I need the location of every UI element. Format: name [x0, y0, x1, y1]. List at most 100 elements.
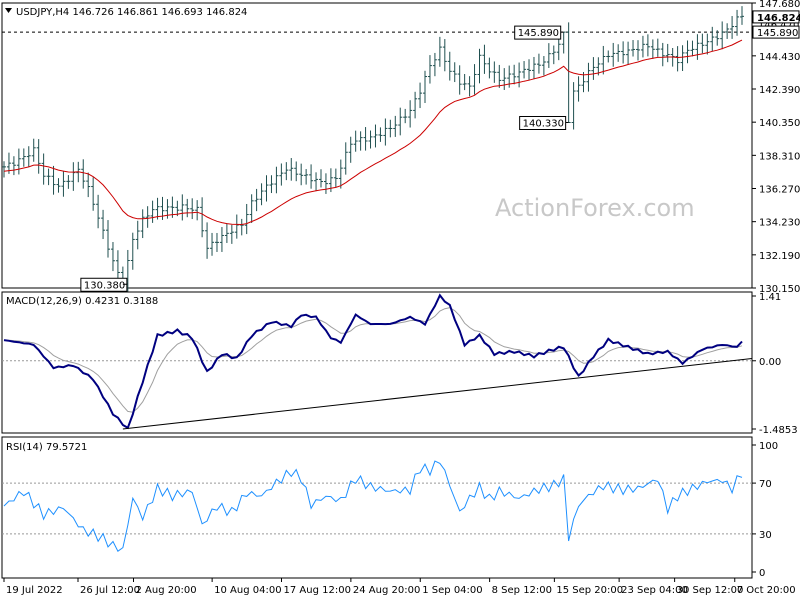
- price-bar: [304, 169, 309, 185]
- price-bar: [586, 62, 591, 92]
- rsi-header: RSI(14) 79.5721: [6, 442, 87, 453]
- price-bar: [294, 161, 299, 182]
- x-tick-label: 26 Jul 12:00: [80, 585, 140, 596]
- price-title: USDJPY,H4 146.726 146.861 146.693 146.82…: [5, 7, 247, 18]
- price-bar: [680, 45, 685, 72]
- price-bar: [101, 209, 106, 240]
- price-bar: [11, 156, 16, 176]
- price-bar: [546, 43, 551, 68]
- price-bar: [200, 197, 205, 238]
- price-bar: [373, 124, 378, 148]
- price-bar: [185, 198, 190, 218]
- price-bar: [611, 42, 616, 67]
- price-bar: [512, 64, 517, 85]
- price-bar: [442, 39, 447, 72]
- price-bar: [427, 55, 432, 84]
- price-bar: [284, 162, 289, 181]
- price-bar: [710, 26, 715, 52]
- price-bar: [224, 223, 229, 243]
- price-bar: [527, 59, 532, 81]
- price-tick-label: 142.390: [759, 85, 800, 96]
- price-tick-label: 132.190: [759, 251, 800, 262]
- price-bar: [96, 194, 101, 229]
- price-bar: [561, 31, 566, 54]
- price-bar: [477, 48, 482, 84]
- price-bar: [318, 169, 323, 188]
- rsi-tick-label: 100: [759, 441, 778, 452]
- price-bar: [457, 65, 462, 95]
- price-tag-level: 145.890: [752, 25, 800, 39]
- x-tick-label: 2 Aug 20:00: [136, 585, 197, 596]
- price-bar: [665, 43, 670, 63]
- price-bar: [467, 76, 472, 97]
- price-bar: [596, 57, 601, 76]
- x-tick-label: 23 Sep 04:00: [621, 585, 688, 596]
- rsi-y-axis: 100 70 30 0: [752, 441, 778, 579]
- price-bar: [229, 224, 234, 244]
- x-tick-label: 30 Sep 12:00: [677, 585, 744, 596]
- price-y-axis: 147.680 144.430 142.390 140.350 138.310 136.2…: [752, 0, 800, 295]
- price-bar: [591, 57, 596, 80]
- price-bar: [81, 159, 86, 189]
- price-bar: [720, 21, 725, 50]
- price-bar: [517, 62, 522, 88]
- rsi-levels: [2, 482, 752, 535]
- price-bar: [621, 41, 626, 64]
- price-bar: [482, 44, 487, 74]
- price-bar: [566, 22, 571, 123]
- x-tick-label: 1 Sep 04:00: [422, 585, 482, 596]
- price-bar: [135, 220, 140, 250]
- price-bar: [462, 74, 467, 91]
- rsi-pane: RSI(14) 79.5721 100 70 30 0: [1, 436, 778, 579]
- price-bar: [452, 62, 457, 83]
- macd-line: [3, 293, 743, 430]
- price-bar: [700, 33, 705, 54]
- price-bar: [269, 175, 274, 194]
- hidden-tag: 146.470: [758, 20, 799, 31]
- price-bar: [690, 40, 695, 57]
- price-bar: [309, 164, 314, 189]
- price-bar: [150, 200, 155, 223]
- svg-text:140.330: 140.330: [523, 118, 564, 129]
- price-bar: [423, 70, 428, 103]
- price-bar: [635, 40, 640, 61]
- price-bar: [660, 42, 665, 67]
- price-bar: [383, 118, 388, 146]
- price-bar: [140, 209, 145, 239]
- price-bar: [695, 34, 700, 60]
- price-bar: [299, 163, 304, 186]
- macd-tick-label: 1.41: [759, 292, 781, 303]
- price-tags: 146.824 145.890: [752, 10, 800, 39]
- price-bar: [492, 61, 497, 83]
- price-bar: [403, 108, 408, 124]
- price-bar: [576, 76, 581, 102]
- x-tick-label: 10 Aug 04:00: [214, 585, 281, 596]
- svg-text:145.890: 145.890: [757, 28, 798, 39]
- price-bar: [91, 177, 96, 211]
- price-bar: [343, 142, 348, 175]
- price-bar: [616, 44, 621, 62]
- price-pane: ActionForex.com 145.890 140.330 130.380 US…: [1, 0, 800, 295]
- price-bar: [86, 172, 91, 198]
- price-bar: [61, 170, 66, 197]
- price-bar: [645, 34, 650, 57]
- price-bar: [735, 9, 740, 36]
- rsi-tick-label: 0: [759, 568, 765, 579]
- watermark: ActionForex.com: [495, 194, 695, 222]
- price-bar: [259, 183, 264, 206]
- price-bar: [413, 91, 418, 119]
- price-bar: [363, 127, 368, 151]
- price-bar: [353, 130, 358, 152]
- price-bar: [106, 220, 111, 258]
- macd-tick-label: -1.4853: [759, 425, 798, 436]
- price-header: USDJPY,H4 146.726 146.861 146.693 146.82…: [16, 7, 247, 18]
- macd-y-axis: 1.41 0.00 -1.4853: [752, 292, 798, 436]
- price-bar: [26, 146, 31, 168]
- macd-header: MACD(12,26,9) 0.4231 0.3188: [6, 296, 158, 307]
- macd-tick-label: 0.00: [759, 357, 781, 368]
- price-bar: [244, 203, 249, 235]
- price-bar: [51, 165, 56, 195]
- annotation-140-330: 140.330: [519, 115, 569, 130]
- price-bar: [130, 232, 135, 270]
